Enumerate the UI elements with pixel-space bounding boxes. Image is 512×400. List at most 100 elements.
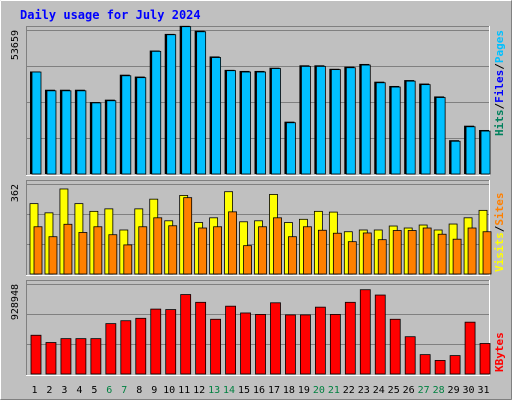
bar-pages-day-9 (151, 50, 162, 175)
bar-sites-day-20 (317, 229, 327, 275)
bar-sites-day-13 (213, 226, 223, 275)
bar-pages-day-13 (211, 57, 222, 175)
bar-sites-day-19 (303, 226, 312, 275)
bar-kbytes-day-3 (60, 338, 72, 375)
x-tick-label-day-28: 28 (433, 385, 445, 396)
bar-pages-day-30 (465, 126, 476, 175)
bar-pages-day-21 (330, 69, 341, 175)
bar-pages-day-6 (106, 100, 117, 175)
bar-sites-day-2 (48, 236, 58, 275)
bar-sites-day-27 (422, 227, 432, 275)
bar-sites-day-3 (63, 223, 73, 275)
x-tick-label-day-18: 18 (283, 385, 295, 396)
panel-visits-sites: 362 Visits/Sites (10, 180, 506, 276)
bar-sites-day-25 (392, 230, 402, 275)
bar-pages-day-16 (256, 71, 266, 175)
bar-pages-day-22 (345, 67, 356, 175)
x-tick-label-day-16: 16 (253, 385, 265, 396)
x-tick-label-day-5: 5 (91, 385, 97, 396)
x-tick-label-day-6: 6 (106, 385, 112, 396)
bar-pages-day-25 (390, 86, 401, 175)
x-tick-label-day-10: 10 (163, 385, 175, 396)
bar-sites-day-26 (407, 230, 417, 275)
x-tick-label-day-8: 8 (136, 385, 142, 396)
bar-kbytes-day-11 (180, 294, 192, 375)
x-tick-label-day-26: 26 (403, 385, 415, 396)
chart-title: Daily usage for July 2024 (20, 8, 201, 22)
bar-kbytes-day-30 (464, 321, 476, 375)
bar-pages-day-27 (420, 84, 431, 175)
bar-pages-day-26 (405, 80, 416, 175)
x-tick-label-day-2: 2 (46, 385, 52, 396)
bar-kbytes-day-18 (285, 314, 296, 375)
bar-pages-day-28 (435, 97, 446, 175)
x-tick-label-day-13: 13 (208, 385, 220, 396)
bar-pages-day-29 (450, 140, 461, 175)
bar-pages-day-15 (241, 71, 251, 175)
legend-entry-files: Files (493, 70, 506, 103)
x-tick-label-day-9: 9 (151, 385, 157, 396)
bar-sites-day-17 (273, 217, 282, 275)
bar-kbytes-day-25 (389, 318, 401, 375)
bar-sites-day-18 (288, 236, 297, 275)
x-tick-label-day-29: 29 (448, 385, 460, 396)
bar-kbytes-day-12 (195, 301, 207, 375)
legend-hits-files-pages: Hits/Files/Pages (493, 30, 506, 136)
x-tick-label-day-25: 25 (388, 385, 400, 396)
bar-pages-day-18 (286, 122, 296, 175)
y-tick-label-hits-files-pages: 53659 (10, 30, 21, 60)
x-tick-label-day-4: 4 (76, 385, 82, 396)
x-tick-label-day-23: 23 (358, 385, 370, 396)
y-tick-label-kbytes: 928948 (10, 284, 21, 320)
legend-entry-separator: / (493, 225, 506, 232)
bar-kbytes-day-19 (300, 314, 311, 375)
bar-sites-day-8 (138, 226, 148, 275)
bar-kbytes-day-6 (105, 323, 117, 375)
x-tick-label-day-3: 3 (61, 385, 67, 396)
legend-kbytes: KBytes (493, 332, 506, 372)
legend-entry-pages: Pages (493, 30, 506, 63)
bar-pages-day-11 (181, 26, 192, 175)
bar-kbytes-day-23 (359, 289, 371, 375)
bar-pages-day-2 (46, 90, 57, 175)
bar-kbytes-day-21 (329, 314, 341, 375)
legend-entry-hits: Hits (493, 110, 506, 137)
panel-hits-files-pages: 53659 Hits/Files/Pages (10, 25, 506, 176)
bar-pages-day-5 (91, 102, 102, 175)
bar-kbytes-day-1 (30, 334, 42, 375)
x-tick-label-day-14: 14 (223, 385, 235, 396)
bar-pages-day-23 (360, 64, 371, 175)
x-tick-label-day-19: 19 (298, 385, 310, 396)
x-tick-label-day-7: 7 (121, 385, 127, 396)
bar-kbytes-day-28 (434, 360, 446, 375)
x-tick-label-day-11: 11 (178, 385, 190, 396)
bar-sites-day-31 (482, 231, 492, 275)
bar-pages-day-31 (480, 130, 491, 175)
bar-pages-day-14 (226, 70, 236, 175)
bar-kbytes-day-15 (240, 312, 251, 375)
x-tick-label-day-21: 21 (328, 385, 340, 396)
bar-sites-day-9 (153, 217, 163, 275)
bar-kbytes-day-20 (314, 306, 326, 375)
bar-kbytes-day-8 (135, 317, 147, 375)
bar-sites-day-16 (258, 226, 267, 275)
bar-pages-day-10 (166, 34, 177, 175)
x-axis-day-labels: 1 2 3 4 5 6 7 8 9 10 11 12 13 14 15 16 17 18 19 20 21 22 23 24 2… (31, 385, 489, 396)
bar-kbytes-day-26 (404, 336, 416, 375)
bar-sites-day-5 (93, 226, 103, 275)
bar-sites-day-14 (228, 211, 237, 275)
bar-kbytes-day-16 (255, 314, 266, 375)
bar-kbytes-day-4 (75, 338, 87, 375)
x-tick-label-day-12: 12 (193, 385, 205, 396)
bar-sites-day-7 (123, 244, 133, 275)
legend-entry-kbytes: KBytes (493, 332, 506, 372)
x-tick-label-day-31: 31 (477, 385, 489, 396)
bar-kbytes-day-22 (344, 301, 356, 375)
bar-kbytes-day-7 (120, 320, 132, 375)
bar-sites-day-6 (108, 234, 118, 275)
bar-kbytes-day-24 (374, 294, 386, 375)
bar-pages-day-8 (136, 77, 147, 175)
bar-sites-day-30 (467, 227, 477, 275)
